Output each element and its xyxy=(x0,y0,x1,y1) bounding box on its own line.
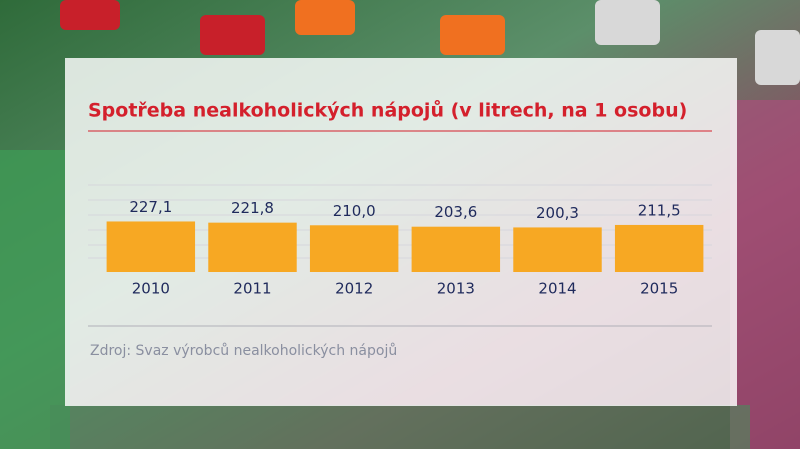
x-tick-label: 2011 xyxy=(233,280,271,298)
x-tick-label: 2014 xyxy=(538,280,576,298)
value-label: 227,1 xyxy=(129,198,172,216)
chart-title: Spotřeba nealkoholických nápojů (v litre… xyxy=(88,99,687,122)
bar xyxy=(309,225,399,272)
x-tick-label: 2010 xyxy=(132,280,170,298)
x-tick-label: 2012 xyxy=(335,280,373,298)
value-label: 211,5 xyxy=(638,201,681,219)
bar xyxy=(614,224,704,272)
bar xyxy=(411,226,501,272)
value-label: 200,3 xyxy=(536,204,579,222)
source-note: Zdroj: Svaz výrobců nealkoholických nápo… xyxy=(90,343,397,359)
bar xyxy=(208,222,297,272)
value-label: 203,6 xyxy=(434,203,477,221)
x-tick-label: 2015 xyxy=(640,280,678,298)
bar xyxy=(513,227,602,272)
bar xyxy=(106,221,196,272)
value-label: 221,8 xyxy=(231,199,274,217)
value-label: 210,0 xyxy=(333,202,376,220)
x-tick-label: 2013 xyxy=(437,280,475,298)
